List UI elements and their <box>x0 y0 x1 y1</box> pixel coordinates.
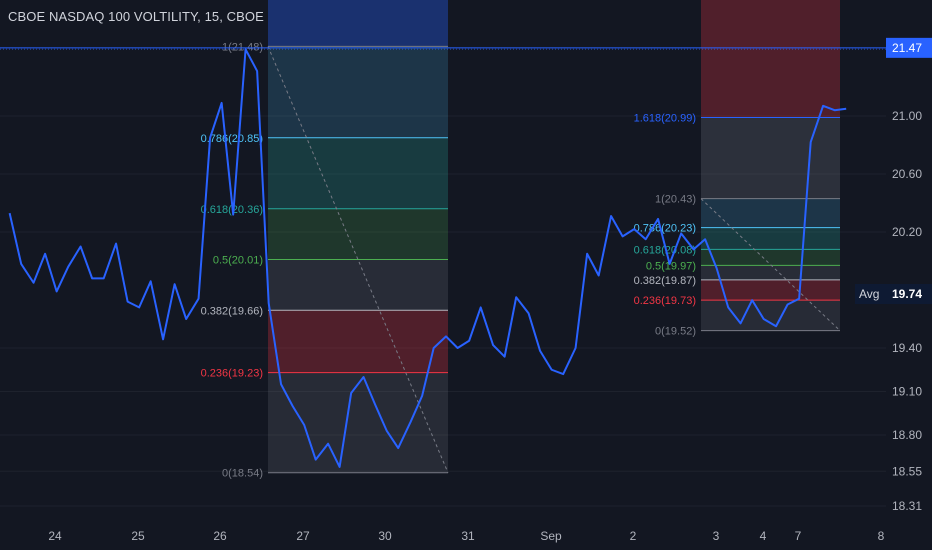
price-axis-bg <box>886 0 932 522</box>
fib-extension-zone <box>701 0 840 118</box>
fib-zone <box>701 279 840 301</box>
fib-retracements[interactable]: 1(21.48)0.786(20.85)0.618(20.36)0.5(20.0… <box>201 0 841 480</box>
fib-zone <box>701 265 840 280</box>
fib-trend-line <box>700 198 841 331</box>
fib-zone <box>268 310 448 373</box>
fib-zone <box>701 117 840 199</box>
fib-zone <box>701 300 840 331</box>
avg-value: 19.74 <box>892 287 922 301</box>
last-price-badge <box>886 37 932 58</box>
fib-level-label: 0.382(19.66) <box>201 305 263 317</box>
price-tick-label: 18.80 <box>892 428 922 442</box>
horizontal-lines <box>0 47 886 50</box>
time-tick-label: 24 <box>48 529 62 543</box>
price-line <box>8 48 847 468</box>
fib-level-label: 0.236(19.23) <box>201 368 263 380</box>
fib-trend-line <box>267 46 449 473</box>
time-axis-bg <box>0 522 932 550</box>
time-tick-label: 7 <box>795 529 802 543</box>
fib-level-label: 1(20.43) <box>655 194 696 206</box>
chart-title: CBOE NASDAQ 100 VOLTILITY, 15, CBOE <box>8 9 264 24</box>
time-tick-label: 30 <box>378 529 392 543</box>
fib-zone <box>701 249 840 266</box>
fib-zone <box>268 46 448 138</box>
fib-level-label: 0.786(20.85) <box>201 133 263 145</box>
price-series <box>8 48 847 468</box>
fib-zone <box>701 198 840 228</box>
fib-zone <box>268 372 448 473</box>
time-tick-label: 25 <box>131 529 145 543</box>
fib-zone <box>268 259 448 311</box>
time-tick-label: 8 <box>878 529 885 543</box>
fib-level-label: 0.5(19.97) <box>646 260 696 272</box>
time-tick-label: 27 <box>296 529 310 543</box>
fib-extension-zone <box>268 0 448 47</box>
price-axis[interactable]: 21.00 20.60 20.20 19.40 19.10 18.80 18.55 18.31… <box>855 0 932 522</box>
avg-label: Avg <box>859 287 879 301</box>
fib-level-label: 0.786(20.23) <box>634 223 696 235</box>
time-tick-label: 3 <box>713 529 720 543</box>
time-tick-label: 31 <box>461 529 475 543</box>
fib-retracement: 1.618(20.99) 1(20.43) 0.786(20.23) 0.618(20… <box>634 0 841 338</box>
price-tick-label: 20.20 <box>892 225 922 239</box>
time-tick-label: Sep <box>540 529 562 543</box>
fib-zone <box>268 137 448 209</box>
price-tick-label: 18.31 <box>892 499 922 513</box>
price-tick-label: 19.40 <box>892 341 922 355</box>
price-tick-label: 19.10 <box>892 385 922 399</box>
time-tick-label: 2 <box>630 529 637 543</box>
grid <box>0 115 886 507</box>
fib-level-label: 1.618(20.99) <box>634 112 696 124</box>
fib-level-label: 0.618(20.08) <box>634 244 696 256</box>
fib-level-label: 0(19.52) <box>655 326 696 338</box>
fib-zone <box>268 208 448 260</box>
price-tick-label: 20.60 <box>892 167 922 181</box>
fib-level-label: 0(18.54) <box>222 468 263 480</box>
fib-level-label: 0.236(19.73) <box>634 295 696 307</box>
fib-retracement: 1(21.48)0.786(20.85)0.618(20.36)0.5(20.0… <box>201 0 449 480</box>
price-tick-label: 21.00 <box>892 109 922 123</box>
time-tick-label: 26 <box>213 529 227 543</box>
fib-level-label: 0.382(19.87) <box>634 275 696 287</box>
fib-zone <box>701 227 840 250</box>
price-tick-label: 18.55 <box>892 464 922 478</box>
time-tick-label: 4 <box>760 529 767 543</box>
fib-level-label: 0.5(20.01) <box>213 255 263 267</box>
last-price-label: 21.47 <box>892 41 922 55</box>
avg-badge <box>855 284 932 304</box>
time-axis[interactable]: 24 25 26 27 30 31 Sep 2 3 4 7 8 <box>0 522 932 550</box>
